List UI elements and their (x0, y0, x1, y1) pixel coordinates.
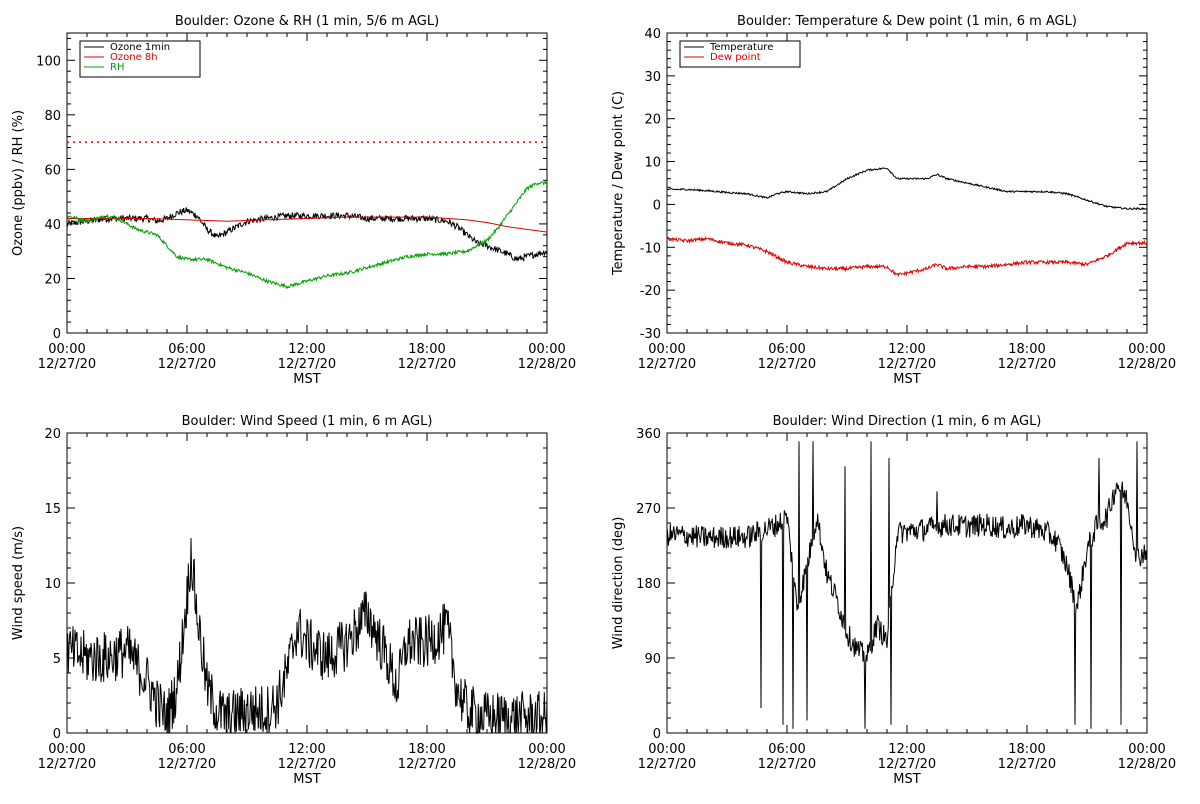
series-line-temperature (666, 167, 1148, 211)
x-tick-label-date: 12/27/20 (278, 357, 336, 372)
chart-title: Boulder: Ozone & RH (1 min, 5/6 m AGL) (175, 14, 439, 29)
y-axis-label: Wind direction (deg) (611, 517, 626, 650)
y-tick-label: -10 (640, 241, 661, 256)
chart-panel-1: Boulder: Ozone & RH (1 min, 5/6 m AGL) 0 2… (11, 14, 576, 387)
y-tick-label: 0 (53, 727, 61, 742)
x-tick-label-date: 12/27/20 (398, 357, 456, 372)
y-tick-label: -20 (640, 284, 661, 299)
y-tick-label: 180 (636, 577, 661, 592)
x-tick-label-time: 00:00 (528, 742, 565, 757)
x-tick-label-date: 12/28/20 (518, 757, 576, 772)
y-tick-label: 0 (653, 727, 661, 742)
x-tick-label-time: 06:00 (168, 342, 205, 357)
x-tick-label-time: 18:00 (408, 342, 445, 357)
plot-frame (66, 32, 548, 334)
y-tick-label: 5 (53, 652, 61, 667)
chart-title: Boulder: Wind Direction (1 min, 6 m AGL) (773, 414, 1042, 429)
chart-panel-4: Boulder: Wind Direction (1 min, 6 m AGL)… (611, 414, 1176, 787)
plot-frame (666, 32, 1148, 334)
y-tick-label: 10 (44, 577, 61, 592)
x-axis-label: MST (893, 772, 920, 787)
legend-label: Ozone 8h (110, 52, 158, 63)
x-tick-label-date: 12/28/20 (518, 357, 576, 372)
y-tick-label: 40 (44, 218, 61, 233)
x-tick-label-time: 00:00 (648, 342, 685, 357)
y-tick-label: 40 (644, 27, 661, 42)
chart-panel-2: Boulder: Temperature & Dew point (1 min,… (611, 14, 1176, 387)
x-tick-label-time: 00:00 (48, 742, 85, 757)
series-line-data (666, 441, 1148, 729)
x-tick-label-time: 12:00 (888, 742, 925, 757)
y-tick-label: -30 (640, 327, 661, 342)
x-tick-label-date: 12/27/20 (38, 757, 96, 772)
y-tick-label: 15 (44, 502, 61, 517)
x-tick-label-time: 12:00 (288, 742, 325, 757)
y-tick-label: 0 (653, 198, 661, 213)
series-line-ozone-8h (67, 216, 548, 233)
x-tick-label-time: 06:00 (768, 342, 805, 357)
legend-box (79, 40, 201, 78)
y-tick-label: 270 (636, 502, 661, 517)
x-tick-label-date: 12/27/20 (758, 357, 816, 372)
x-tick-label-time: 00:00 (1128, 742, 1165, 757)
y-tick-label: 20 (44, 427, 61, 442)
legend-label: Temperature (709, 42, 773, 53)
x-tick-label-time: 00:00 (648, 742, 685, 757)
series-line-ozone-1min (66, 207, 548, 263)
x-tick-label-date: 12/27/20 (998, 357, 1056, 372)
x-axis-label: MST (293, 772, 320, 787)
x-tick-label-time: 00:00 (48, 342, 85, 357)
y-tick-label: 0 (53, 327, 61, 342)
y-tick-label: 90 (644, 652, 661, 667)
x-tick-label-time: 18:00 (408, 742, 445, 757)
series-line-dew-point (666, 235, 1148, 277)
x-tick-label-time: 00:00 (528, 342, 565, 357)
x-tick-label-time: 12:00 (288, 342, 325, 357)
x-axis-label: MST (893, 372, 920, 387)
y-tick-label: 30 (644, 70, 661, 85)
x-tick-label-date: 12/27/20 (998, 757, 1056, 772)
chart-title: Boulder: Temperature & Dew point (1 min,… (737, 14, 1077, 29)
legend-label: Dew point (710, 52, 761, 63)
y-axis-label: Wind speed (m/s) (11, 526, 26, 640)
x-tick-label-date: 12/27/20 (878, 757, 936, 772)
legend-label: RH (110, 62, 124, 73)
y-axis-label: Ozone (ppbv) / RH (%) (11, 110, 26, 256)
x-tick-label-date: 12/28/20 (1118, 757, 1176, 772)
y-tick-label: 10 (644, 156, 661, 171)
x-tick-label-date: 12/27/20 (638, 757, 696, 772)
x-tick-label-time: 06:00 (768, 742, 805, 757)
x-tick-label-time: 18:00 (1008, 742, 1045, 757)
series-line-rh (66, 179, 548, 290)
y-tick-label: 20 (644, 113, 661, 128)
y-tick-label: 20 (44, 272, 61, 287)
x-tick-label-date: 12/27/20 (278, 757, 336, 772)
x-tick-label-date: 12/28/20 (1118, 357, 1176, 372)
x-tick-label-time: 00:00 (1128, 342, 1165, 357)
legend-label: Ozone 1min (110, 42, 170, 53)
y-tick-label: 100 (36, 54, 61, 69)
legend-box (679, 40, 801, 68)
x-tick-label-date: 12/27/20 (398, 757, 456, 772)
series-line-data (66, 538, 548, 735)
chart-title: Boulder: Wind Speed (1 min, 6 m AGL) (182, 414, 433, 429)
x-tick-label-date: 12/27/20 (758, 757, 816, 772)
y-tick-label: 360 (636, 427, 661, 442)
x-tick-label-date: 12/27/20 (158, 757, 216, 772)
x-tick-label-time: 06:00 (168, 742, 205, 757)
x-tick-label-date: 12/27/20 (38, 357, 96, 372)
y-axis-label: Temperature / Dew point (C) (611, 91, 626, 276)
x-tick-label-date: 12/27/20 (638, 357, 696, 372)
y-tick-label: 80 (44, 109, 61, 124)
plot-frame (66, 432, 548, 734)
x-tick-label-date: 12/27/20 (878, 357, 936, 372)
x-tick-label-time: 18:00 (1008, 342, 1045, 357)
chart-panel-3: Boulder: Wind Speed (1 min, 6 m AGL) 0 5 10… (11, 414, 576, 787)
y-tick-label: 60 (44, 163, 61, 178)
x-axis-label: MST (293, 372, 320, 387)
x-tick-label-time: 12:00 (888, 342, 925, 357)
x-tick-label-date: 12/27/20 (158, 357, 216, 372)
